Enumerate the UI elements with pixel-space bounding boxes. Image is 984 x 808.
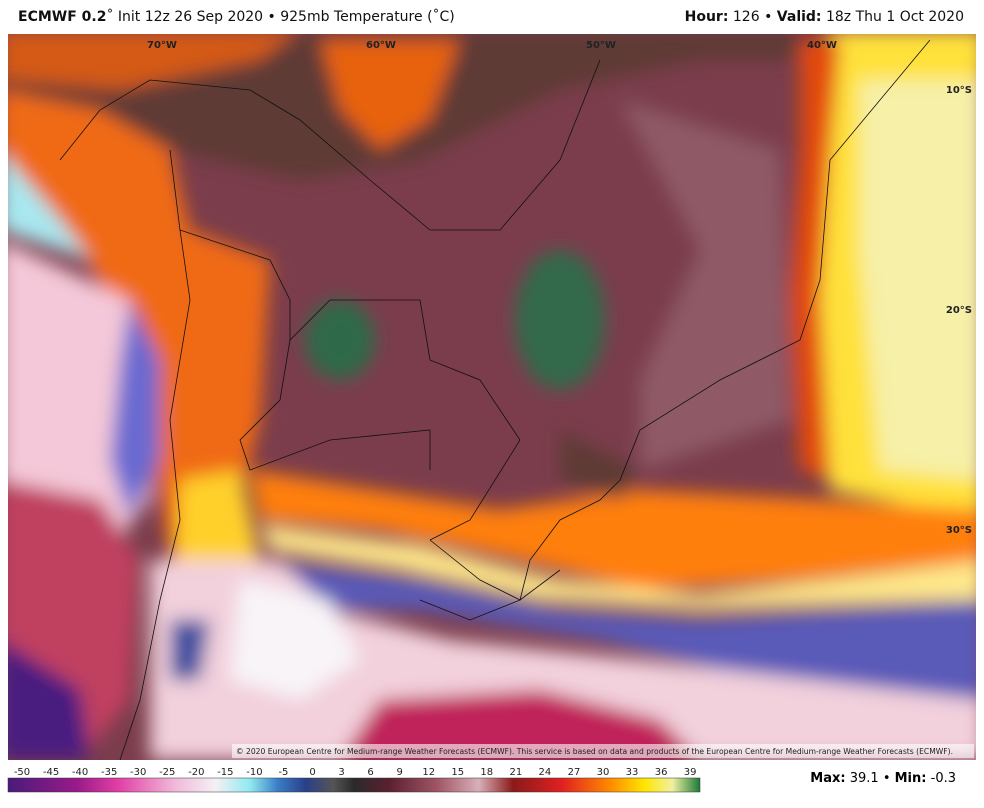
colorbar-tick-label: 3 xyxy=(338,767,344,778)
header-left: ECMWF 0.2˚ Init 12z 26 Sep 2020 • 925mb … xyxy=(0,9,455,25)
colorbar-tick-label: 21 xyxy=(509,767,522,778)
colorbar-tick-label: 27 xyxy=(568,767,581,778)
colorbar-tick-label: -45 xyxy=(43,767,59,778)
colorbar-tick-label: -25 xyxy=(159,767,175,778)
separator: • xyxy=(764,9,773,25)
colorbar-tick-label: 18 xyxy=(480,767,493,778)
map-labels: 70°W 60°W 50°W 40°W 10°S 20°S 30°S xyxy=(147,40,972,536)
colorbar-tick-label: -35 xyxy=(101,767,117,778)
colorbar-tick-label: 12 xyxy=(422,767,435,778)
colorbar-scale xyxy=(7,777,701,793)
colorbar-tick-label: -40 xyxy=(72,767,88,778)
colorbar-tick-label: 9 xyxy=(396,767,402,778)
hour-label: Hour: xyxy=(684,9,729,25)
colorbar-tick-label: 30 xyxy=(597,767,610,778)
credit-box xyxy=(232,744,974,758)
latitude-label: 30°S xyxy=(946,525,972,536)
hour: 126 xyxy=(732,9,760,25)
colorbar-tick-label: -10 xyxy=(246,767,262,778)
temperature-field xyxy=(8,34,976,760)
colorbar-tick-label: -20 xyxy=(188,767,204,778)
colorbar-tick-label: 36 xyxy=(655,767,668,778)
latitude-label: 10°S xyxy=(946,85,972,96)
colorbar-tick-label: 15 xyxy=(451,767,464,778)
colorbar-tick-label: -15 xyxy=(217,767,233,778)
details: ˚ Init 12z 26 Sep 2020 • 925mb Temperatu… xyxy=(106,9,455,25)
max-label: Max: xyxy=(810,771,846,786)
max: 39.1 xyxy=(849,771,879,786)
colorbar-tick-label: 33 xyxy=(626,767,639,778)
longitude-label: 60°W xyxy=(366,40,396,51)
colorbar-tick-label: 39 xyxy=(684,767,697,778)
colorbar-tick-label: -50 xyxy=(14,767,30,778)
footer: Max: 39.1 • Min: -0.3 xyxy=(810,771,956,786)
borders xyxy=(59,39,931,760)
colorbar-tick-label: -30 xyxy=(130,767,146,778)
header: ECMWF 0.2˚ Init 12z 26 Sep 2020 • 925mb … xyxy=(0,0,984,34)
colorbar-tick-label: 24 xyxy=(539,767,552,778)
latitude-label: 20°S xyxy=(946,305,972,316)
colorbar-tick-label: 0 xyxy=(309,767,315,778)
credit: © 2020 European Centre for Medium-range … xyxy=(236,747,953,756)
colorbar-tick-label: 6 xyxy=(367,767,373,778)
longitude-label: 50°W xyxy=(586,40,616,51)
separator: • xyxy=(882,771,891,786)
min-label: Min: xyxy=(894,771,927,786)
longitude-label: 40°W xyxy=(807,40,837,51)
colorbar xyxy=(7,777,701,793)
valid: 18z Thu 1 Oct 2020 xyxy=(825,9,964,25)
min: -0.3 xyxy=(930,771,956,786)
colorbar-tick-label: -5 xyxy=(278,767,288,778)
model: ECMWF 0.2 xyxy=(18,9,107,25)
header-right: Hour: 126 • Valid: 18z Thu 1 Oct 2020 xyxy=(685,9,984,25)
longitude-label: 70°W xyxy=(147,40,177,51)
valid-label: Valid: xyxy=(776,9,822,25)
